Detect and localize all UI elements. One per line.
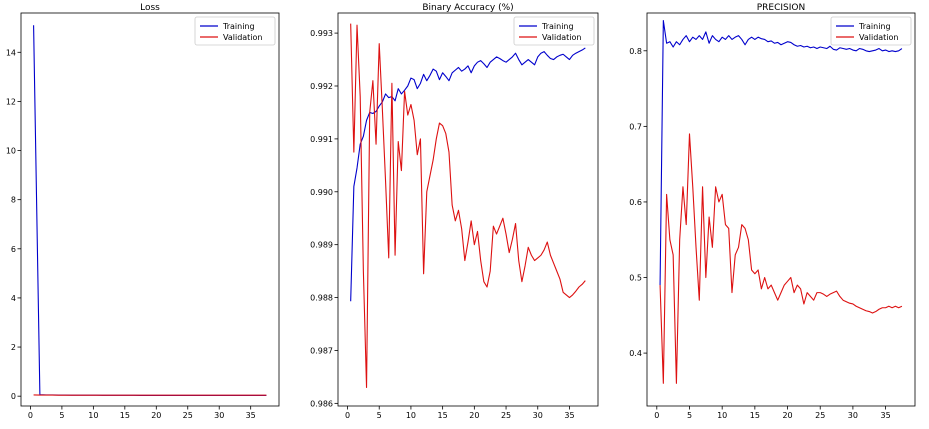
training-legend-label: Training <box>858 22 891 31</box>
y-tick-label: 0.990 <box>310 188 333 197</box>
chart-title: Binary Accuracy (%) <box>422 3 513 13</box>
y-tick-label: 4 <box>11 294 16 303</box>
x-tick-label: 10 <box>406 411 416 420</box>
x-tick-label: 15 <box>120 411 130 420</box>
plot-frame <box>646 12 916 407</box>
y-tick-label: 0.7 <box>629 122 642 131</box>
y-tick-label: 0.989 <box>310 241 333 250</box>
y-tick-label: 0.988 <box>310 294 333 303</box>
validation-legend-label: Validation <box>859 33 899 42</box>
y-tick-label: 0.986 <box>310 399 333 408</box>
x-tick-label: 0 <box>345 411 350 420</box>
y-tick-label: 0.6 <box>629 198 642 207</box>
y-tick-label: 0 <box>11 392 16 401</box>
training-legend-label: Training <box>222 22 255 31</box>
x-tick-label: 10 <box>717 411 727 420</box>
precision-chart-panel: PRECISION 0 5 10 15 20 25 30 35 0.4 0.5 0.6 0.7 0.8 Tr… <box>629 3 916 420</box>
training-series-line <box>350 47 586 302</box>
loss-chart-panel: Loss 0 5 10 15 20 25 30 35 0 2 4 6 8 10 12 14 Training Val… <box>6 3 280 420</box>
plot-frame <box>337 12 599 407</box>
y-tick-label: 0.991 <box>310 135 333 144</box>
y-tick-label: 0.987 <box>310 346 333 355</box>
x-tick-label: 20 <box>782 411 792 420</box>
x-tick-label: 30 <box>214 411 224 420</box>
x-tick-label: 10 <box>88 411 98 420</box>
x-tick-label: 35 <box>880 411 890 420</box>
x-tick-label: 25 <box>815 411 825 420</box>
y-tick-label: 0.993 <box>310 29 333 38</box>
y-tick-label: 2 <box>11 343 16 352</box>
chart-title: Loss <box>140 3 160 13</box>
x-tick-label: 25 <box>183 411 193 420</box>
x-tick-label: 20 <box>151 411 161 420</box>
y-tick-label: 8 <box>11 196 16 205</box>
x-tick-label: 30 <box>533 411 543 420</box>
y-tick-label: 6 <box>11 245 16 254</box>
x-tick-label: 25 <box>501 411 511 420</box>
y-tick-label: 12 <box>6 97 16 106</box>
x-tick-label: 35 <box>246 411 256 420</box>
training-legend-label: Training <box>541 22 574 31</box>
y-tick-label: 0.992 <box>310 82 333 91</box>
chart-title: PRECISION <box>757 3 806 13</box>
x-tick-label: 15 <box>750 411 760 420</box>
x-tick-label: 0 <box>654 411 659 420</box>
validation-series-line <box>659 133 903 384</box>
y-tick-label: 0.5 <box>629 274 642 283</box>
x-tick-label: 5 <box>377 411 382 420</box>
x-tick-label: 0 <box>28 411 33 420</box>
binary-accuracy-chart-panel: Binary Accuracy (%) 0 5 10 15 20 25 30 35 0.986 0.… <box>310 3 599 420</box>
training-series-line <box>33 25 267 396</box>
validation-legend-label: Validation <box>223 33 263 42</box>
x-tick-label: 20 <box>469 411 479 420</box>
plot-frame <box>20 12 280 407</box>
validation-legend-label: Validation <box>542 33 582 42</box>
y-tick-label: 14 <box>6 48 16 57</box>
x-tick-label: 35 <box>564 411 574 420</box>
x-tick-label: 15 <box>438 411 448 420</box>
legend <box>194 16 276 46</box>
y-tick-label: 0.8 <box>629 47 642 56</box>
y-tick-label: 0.4 <box>629 349 642 358</box>
legend <box>513 16 595 46</box>
validation-series-line <box>350 23 586 389</box>
y-tick-label: 10 <box>6 147 16 156</box>
legend <box>830 16 912 46</box>
x-tick-label: 5 <box>59 411 64 420</box>
x-tick-label: 5 <box>687 411 692 420</box>
x-tick-label: 30 <box>848 411 858 420</box>
